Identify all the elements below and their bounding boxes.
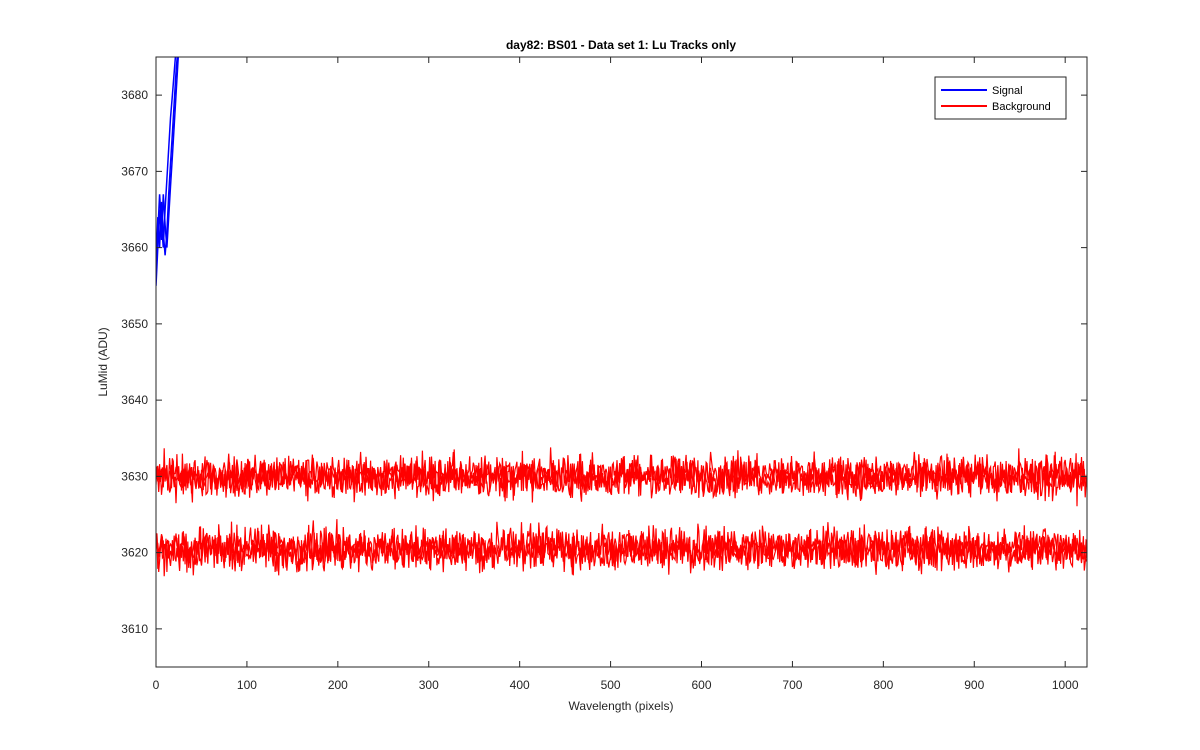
y-tick-label-3640: 3640 [121,393,148,407]
x-tick-label-100: 100 [237,678,257,692]
axes-box [155,56,1088,668]
x-tick-label-900: 900 [964,678,984,692]
legend-box [934,76,1067,120]
y-tick-label-3680: 3680 [121,88,148,102]
y-tick-label-3610: 3610 [121,622,148,636]
ticks-layer: 0 100 200 300 400 500 600 700 800 900 1000 3610 3620… [121,57,1087,692]
background-trace-0-2 [156,448,1087,507]
y-tick-label-3670: 3670 [121,164,148,178]
x-tick-label-600: 600 [691,678,711,692]
y-tick-label-3650: 3650 [121,317,148,331]
x-tick-label-500: 500 [601,678,621,692]
x-tick-label-800: 800 [873,678,893,692]
y-axis-label: LuMid (ADU) [96,327,110,396]
chart-title: day82: BS01 - Data set 1: Lu Tracks only [506,38,736,52]
x-tick-label-1000: 1000 [1052,678,1079,692]
y-tick-label-3620: 3620 [121,546,148,560]
x-axis-label: Wavelength (pixels) [569,699,674,713]
series-layer [156,57,1087,577]
x-tick-label-300: 300 [419,678,439,692]
x-tick-label-700: 700 [782,678,802,692]
legend: Signal Background [934,76,1067,120]
x-tick-label-400: 400 [510,678,530,692]
background-trace-1-2 [156,521,1087,576]
plot-background [156,57,1087,667]
legend-signal-label: Signal [992,85,1023,97]
x-tick-label-0: 0 [153,678,160,692]
signal-trace-2 [156,57,177,256]
y-tick-label-3630: 3630 [121,469,148,483]
signal-trace-0 [156,57,179,286]
signal-trace-1 [156,57,178,271]
y-tick-label-3660: 3660 [121,241,148,255]
legend-background-label: Background [992,101,1051,113]
x-tick-label-200: 200 [328,678,348,692]
plot-area: 0 100 200 300 400 500 600 700 800 900 1000 3610 3620… [121,56,1088,692]
